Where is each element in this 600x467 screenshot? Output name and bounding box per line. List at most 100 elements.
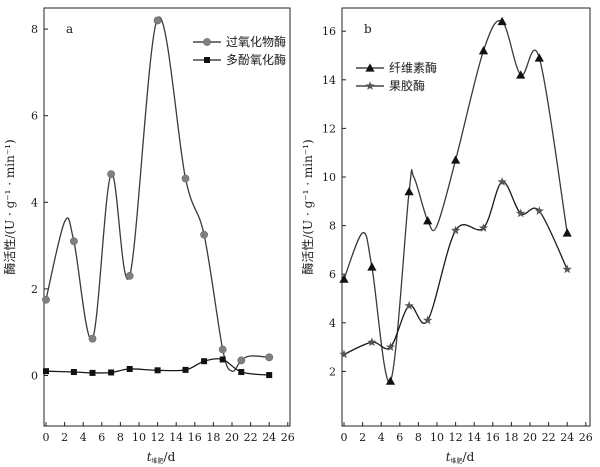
x-tick-label: 16 bbox=[486, 431, 500, 444]
data-point bbox=[153, 16, 162, 25]
data-point bbox=[516, 208, 526, 218]
data-point bbox=[219, 356, 226, 363]
legend-label: 纤维素酶 bbox=[389, 60, 437, 75]
data-point bbox=[423, 315, 433, 325]
y-tick-label: 12 bbox=[322, 122, 336, 135]
data-point bbox=[516, 70, 526, 79]
y-tick-label: 2 bbox=[31, 283, 38, 296]
x-axis-label: t堆肥/d bbox=[147, 450, 176, 465]
y-axis-label: 酶活性/(U · g⁻¹ · min⁻¹) bbox=[2, 139, 17, 274]
legend-marker bbox=[365, 63, 375, 72]
data-point bbox=[125, 272, 134, 280]
data-point bbox=[562, 228, 572, 237]
x-tick-label: 18 bbox=[504, 431, 518, 444]
x-tick-label: 20 bbox=[523, 431, 537, 444]
data-point bbox=[42, 295, 50, 304]
panel-label: a bbox=[66, 22, 73, 36]
data-point bbox=[404, 301, 414, 310]
data-point bbox=[181, 174, 190, 183]
x-axis-unit: /d bbox=[463, 450, 475, 464]
series-纤维素酶 bbox=[339, 16, 572, 385]
series-line bbox=[343, 181, 568, 355]
data-point bbox=[367, 337, 377, 347]
y-tick-label: 4 bbox=[329, 317, 336, 330]
y-tick-label: 8 bbox=[329, 220, 336, 233]
data-point bbox=[237, 356, 246, 365]
data-point bbox=[367, 262, 377, 271]
data-point bbox=[88, 334, 97, 343]
x-tick-label: 10 bbox=[132, 431, 146, 444]
x-tick-label: 2 bbox=[61, 431, 68, 444]
data-point bbox=[534, 53, 544, 62]
data-point bbox=[201, 358, 208, 365]
x-tick-label: 18 bbox=[206, 431, 220, 444]
x-tick-label: 24 bbox=[560, 431, 574, 444]
panel-label: b bbox=[364, 22, 372, 36]
series-line bbox=[343, 19, 568, 383]
x-tick-label: 22 bbox=[244, 431, 258, 444]
legend-marker bbox=[365, 81, 375, 90]
y-tick-label: 10 bbox=[322, 171, 336, 184]
data-point bbox=[154, 367, 161, 374]
series-line bbox=[45, 16, 270, 373]
x-tick-label: 0 bbox=[341, 431, 348, 444]
x-tick-label: 16 bbox=[188, 431, 202, 444]
series-过氧化物酶 bbox=[42, 16, 274, 373]
x-tick-label: 10 bbox=[430, 431, 444, 444]
y-tick-label: 6 bbox=[31, 110, 38, 123]
x-tick-label: 8 bbox=[117, 431, 124, 444]
data-point bbox=[108, 369, 115, 376]
legend-marker bbox=[204, 57, 210, 63]
data-point bbox=[478, 223, 489, 232]
data-point bbox=[265, 353, 274, 362]
data-point bbox=[404, 186, 414, 196]
data-point bbox=[339, 349, 349, 359]
x-tick-label: 24 bbox=[262, 431, 276, 444]
data-point bbox=[43, 368, 49, 375]
data-point bbox=[107, 170, 115, 179]
data-point bbox=[385, 376, 396, 385]
data-point bbox=[126, 366, 133, 373]
x-tick-label: 2 bbox=[359, 431, 366, 444]
x-axis-sub: 堆肥 bbox=[152, 457, 164, 465]
data-point bbox=[385, 342, 396, 351]
x-tick-label: 4 bbox=[378, 431, 385, 444]
x-axis-var: t bbox=[147, 450, 152, 464]
x-tick-label: 14 bbox=[467, 431, 481, 444]
data-point bbox=[423, 216, 433, 225]
x-tick-label: 6 bbox=[396, 431, 403, 444]
data-point bbox=[70, 237, 78, 246]
x-tick-label: 12 bbox=[449, 431, 463, 444]
x-tick-label: 6 bbox=[98, 431, 105, 444]
x-tick-label: 26 bbox=[579, 431, 593, 444]
data-point bbox=[238, 369, 245, 376]
legend-label: 多酚氧化酶 bbox=[226, 52, 286, 67]
y-tick-label: 0 bbox=[31, 370, 38, 383]
data-point bbox=[266, 372, 273, 379]
data-point bbox=[182, 366, 189, 373]
x-tick-label: 4 bbox=[80, 431, 87, 444]
x-axis-unit: /d bbox=[164, 450, 176, 464]
y-tick-label: 8 bbox=[31, 23, 38, 36]
y-tick-label: 4 bbox=[31, 196, 38, 209]
y-tick-label: 2 bbox=[329, 365, 336, 378]
data-point bbox=[200, 230, 208, 239]
x-axis-label: t堆肥/d bbox=[446, 450, 475, 465]
series-果胶酶 bbox=[339, 177, 572, 359]
data-point bbox=[451, 155, 461, 164]
y-tick-label: 14 bbox=[322, 74, 336, 87]
x-tick-label: 0 bbox=[43, 431, 50, 444]
series-多酚氧化酶 bbox=[43, 356, 273, 379]
x-tick-label: 20 bbox=[225, 431, 239, 444]
x-axis-sub: 堆肥 bbox=[451, 457, 463, 465]
x-tick-label: 12 bbox=[151, 431, 165, 444]
legend-label: 果胶酶 bbox=[389, 78, 425, 93]
y-axis-label: 酶活性/(U · g⁻¹ · min⁻¹) bbox=[300, 139, 315, 274]
x-tick-label: 14 bbox=[169, 431, 183, 444]
plot-frame bbox=[341, 7, 591, 427]
x-axis-var: t bbox=[446, 450, 451, 464]
